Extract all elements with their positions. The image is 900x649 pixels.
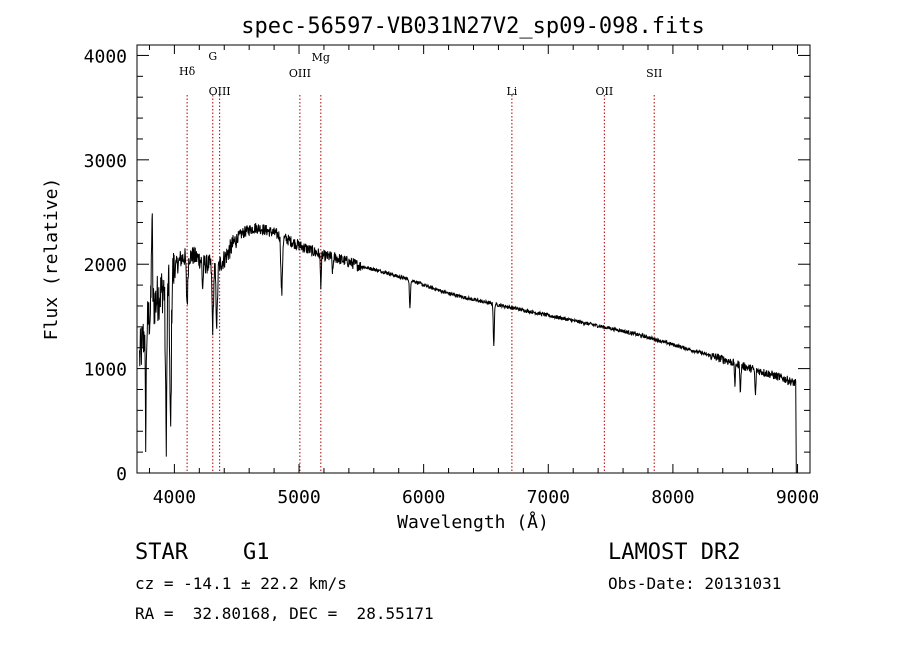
coordinates: RA = 32.80168, DEC = 28.55171 (135, 604, 434, 623)
object-subclass: G1 (243, 540, 270, 565)
spectral-line-label: OII (596, 85, 614, 98)
spectral-line-label: Mg (312, 51, 330, 64)
object-type: STAR (135, 540, 188, 565)
survey-name: LAMOST DR2 (608, 540, 741, 565)
spectral-line-label: Li (506, 85, 517, 98)
spectral-line-label: G (208, 50, 217, 63)
x-tick-label: 9000 (776, 487, 819, 508)
x-axis-ticks: 4000 5000 6000 7000 8000 9000 (148, 45, 819, 508)
spectral-line-label: OIII (209, 85, 231, 98)
y-tick-label: 3000 (84, 151, 127, 172)
spectrum-line (139, 213, 797, 474)
y-tick-label: 1000 (84, 360, 127, 381)
y-tick-label: 2000 (84, 255, 127, 276)
spectral-line-label: Hδ (179, 65, 196, 78)
y-axis-label: Flux (relative) (41, 178, 62, 341)
obs-date: Obs-Date: 20131031 (608, 574, 782, 593)
x-tick-label: 4000 (153, 487, 196, 508)
spectrum-series (139, 213, 797, 474)
x-tick-label: 5000 (277, 487, 320, 508)
x-tick-label: 6000 (402, 487, 445, 508)
chart-title: spec-56597-VB031N27V2_sp09-098.fits (241, 14, 705, 39)
y-axis-ticks: 0 1000 2000 3000 4000 (84, 46, 810, 485)
spectral-line-label: SII (646, 67, 662, 80)
x-tick-label: 8000 (651, 487, 694, 508)
spectral-line-label: OIII (289, 67, 311, 80)
y-tick-label: 4000 (84, 46, 127, 67)
y-tick-label: 0 (116, 464, 127, 485)
x-tick-label: 7000 (527, 487, 570, 508)
x-axis-label: Wavelength (Å) (397, 511, 549, 533)
plot-frame (136, 44, 811, 474)
redshift-text: cz = -14.1 ± 22.2 km/s (135, 574, 347, 593)
